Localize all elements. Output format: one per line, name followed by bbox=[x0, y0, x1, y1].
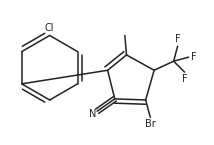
Text: F: F bbox=[182, 74, 187, 84]
Text: N: N bbox=[89, 109, 97, 119]
Text: Cl: Cl bbox=[45, 23, 54, 33]
Text: F: F bbox=[175, 34, 180, 44]
Text: F: F bbox=[191, 52, 197, 62]
Text: Br: Br bbox=[145, 119, 156, 129]
